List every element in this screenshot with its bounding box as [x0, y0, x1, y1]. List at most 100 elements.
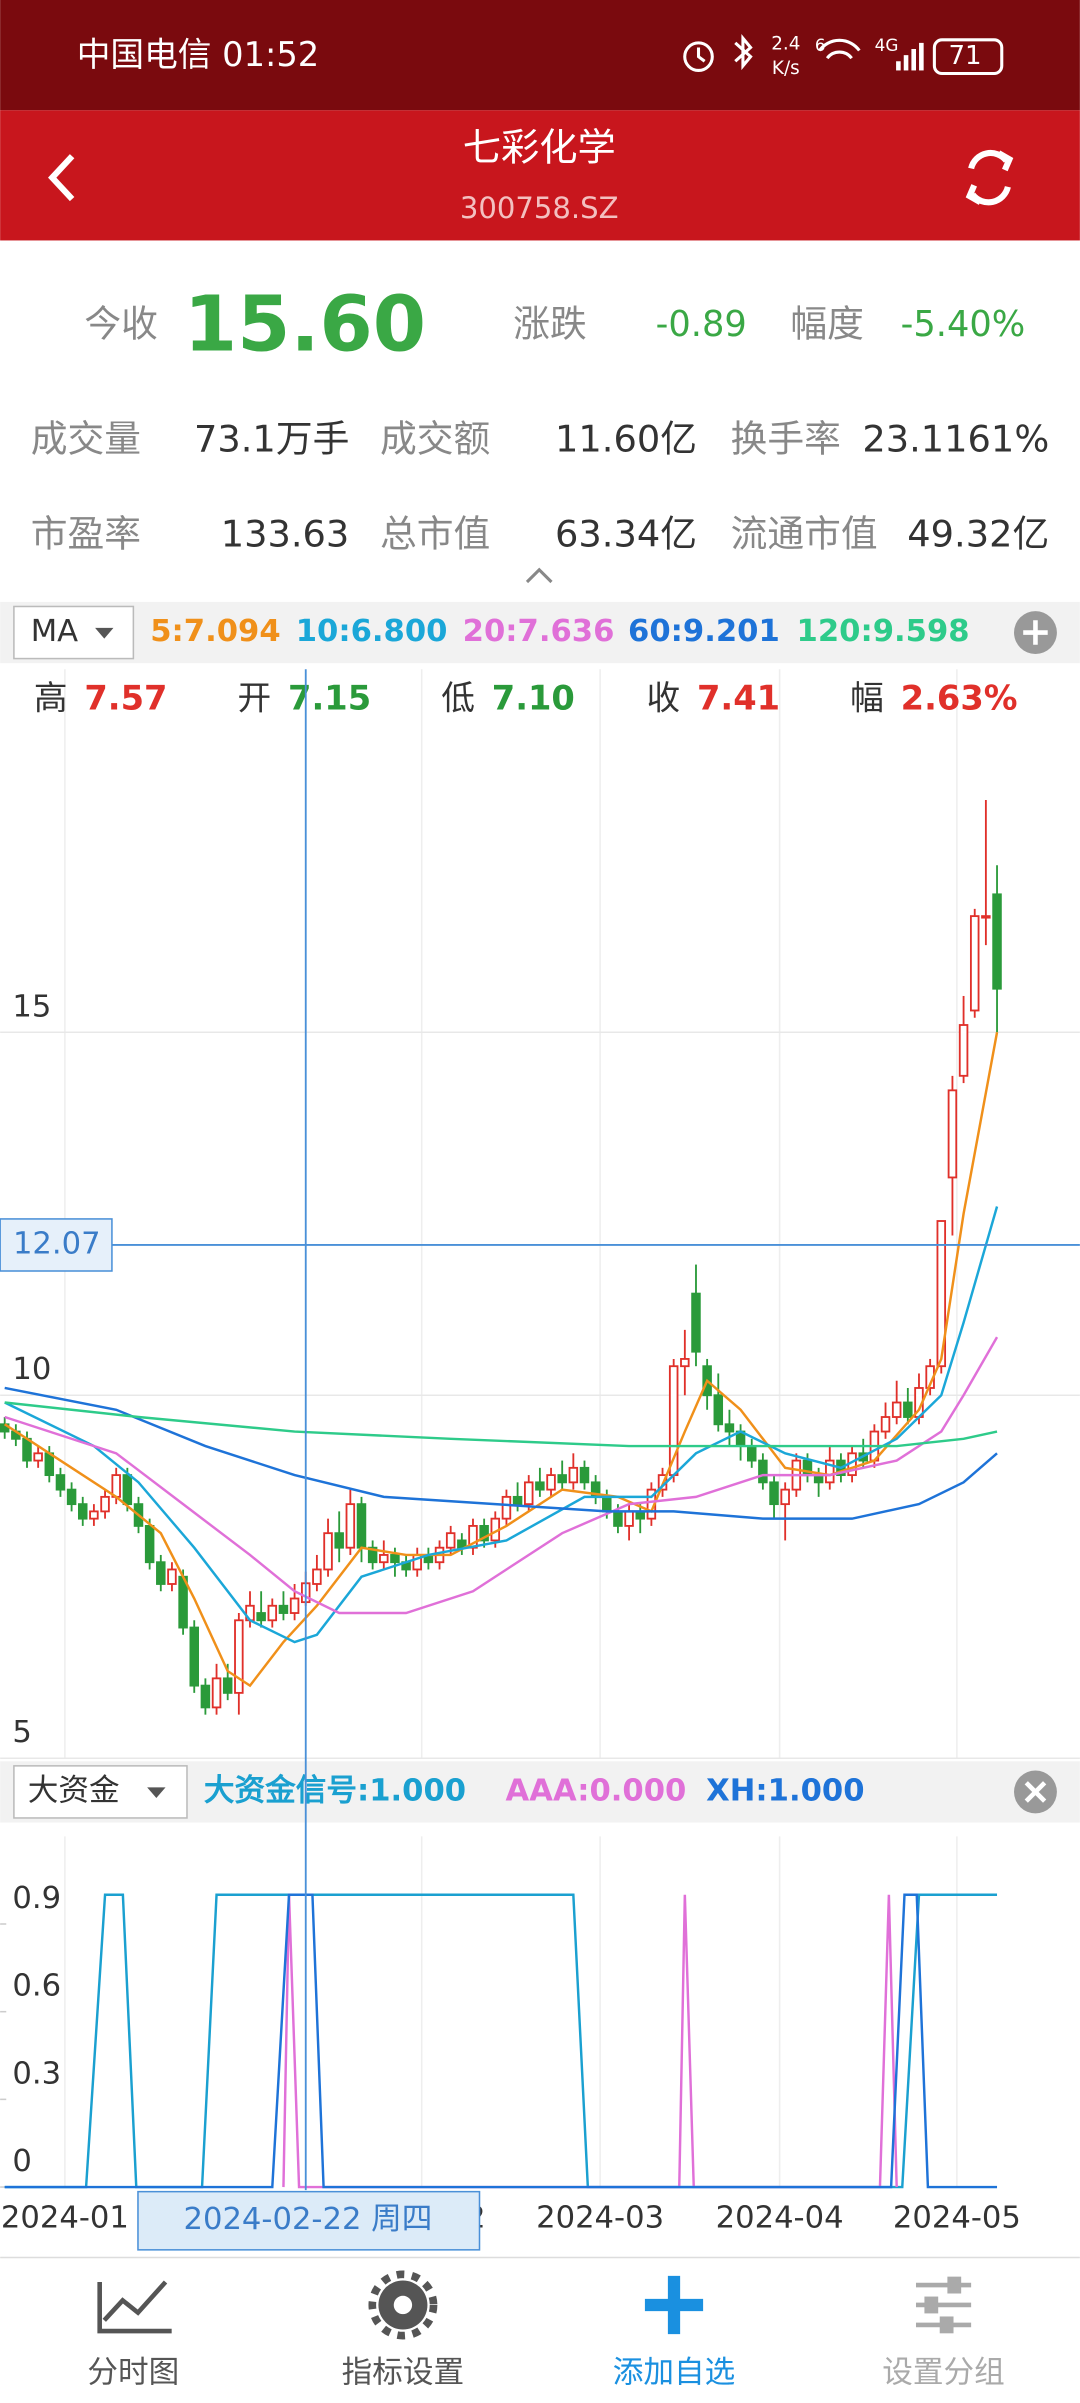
close-indicator[interactable]	[1014, 1770, 1057, 1814]
legend-entry: 大资金信号:1.000	[204, 1772, 466, 1808]
candle-body	[523, 1481, 534, 1506]
nav-label: 分时图	[87, 2355, 179, 2390]
stat-value: 49.32亿	[907, 513, 1049, 556]
candle-body	[100, 1495, 110, 1513]
ma-line	[4, 1336, 999, 1615]
nav-label: 添加自选	[613, 2355, 736, 2390]
back-button[interactable]	[48, 154, 75, 202]
crosshair-date-box	[137, 2190, 481, 2251]
dropdown-arrow	[95, 627, 114, 639]
candle-body	[602, 1495, 612, 1513]
candle-body	[367, 1546, 378, 1564]
change-label: 涨跌	[513, 303, 587, 346]
ma-line	[4, 1032, 999, 1688]
candle-body	[969, 915, 980, 1012]
candle-body	[680, 1358, 690, 1368]
add-indicator[interactable]	[1014, 611, 1057, 654]
ma-selector[interactable]	[13, 605, 135, 660]
indicator-selector-label: 大资金	[28, 1773, 120, 1808]
refresh-button[interactable]	[965, 149, 1014, 206]
y-tick-label: 15	[12, 989, 51, 1024]
candle-body	[256, 1612, 266, 1622]
candle-body	[769, 1481, 779, 1506]
nav-label: 设置分组	[882, 2355, 1005, 2390]
candle-body	[356, 1503, 367, 1549]
ohlc-value: 7.41	[697, 678, 780, 717]
candle-body	[44, 1452, 55, 1477]
candle-body	[535, 1481, 545, 1491]
candle-body	[825, 1459, 835, 1484]
candle-body	[958, 1024, 969, 1077]
nav-icon-gear[interactable]	[368, 2270, 438, 2340]
candle-body	[312, 1568, 322, 1585]
y-tick-label: 0	[12, 2144, 32, 2179]
candle-body	[111, 1474, 121, 1498]
candle-body	[379, 1554, 389, 1564]
ma-bar	[0, 601, 1080, 664]
stat-label: 换手率	[731, 418, 841, 461]
candle-body	[211, 1677, 222, 1709]
pct-value: -5.40%	[901, 304, 1026, 345]
status-bar	[0, 0, 1080, 111]
legend-entry: 20:7.636	[463, 614, 615, 649]
indicator-line	[4, 1893, 998, 2189]
stat-label: 流通市值	[731, 513, 878, 556]
ma-selector-label: MA	[31, 614, 78, 649]
crosshair-price: 12.07	[13, 1226, 101, 1261]
candle-body	[278, 1604, 289, 1614]
ohlc-label: 开	[238, 678, 272, 717]
close-price: 15.60	[184, 280, 426, 369]
candle-body	[613, 1510, 623, 1527]
candle-body	[758, 1459, 768, 1484]
nav-icon-chart[interactable]	[97, 2280, 172, 2334]
candle-body	[981, 915, 991, 919]
candle-body	[546, 1474, 556, 1491]
x-tick-label: 2024-04	[716, 2201, 844, 2236]
nav-icon-sliders[interactable]	[915, 2276, 972, 2334]
candle-body	[334, 1532, 344, 1549]
candle-body	[557, 1474, 567, 1484]
candle-body	[891, 1401, 902, 1418]
y-tick-label: 0.9	[12, 1881, 61, 1916]
candle-body	[579, 1466, 590, 1484]
network-type: 4G	[875, 35, 899, 55]
stat-value: 73.1万手	[194, 418, 349, 461]
candle-body	[947, 1089, 958, 1179]
candle-body	[501, 1495, 512, 1520]
candle-body	[89, 1510, 99, 1520]
carrier-time: 中国电信 01:52	[77, 35, 320, 74]
ma-line	[4, 1401, 998, 1448]
app-header	[0, 110, 1080, 241]
nav-icon-add[interactable]	[644, 2275, 704, 2335]
y-tick-label: 0.3	[12, 2056, 61, 2091]
legend-entry: 5:7.094	[150, 614, 280, 649]
candle-body	[55, 1474, 66, 1491]
candle-body	[323, 1532, 333, 1571]
candle-body	[936, 1220, 947, 1368]
candle-body	[880, 1416, 891, 1433]
collapse-caret[interactable]	[525, 567, 553, 584]
stat-value: 11.60亿	[555, 418, 697, 461]
battery: 71	[948, 41, 981, 71]
signal-bars	[896, 42, 924, 71]
y-tick-label: 0.6	[12, 1969, 61, 2004]
candle-body	[992, 893, 1002, 990]
candle-body	[624, 1510, 634, 1527]
change-value: -0.89	[656, 304, 747, 345]
candle-body	[222, 1677, 233, 1694]
candle-body	[78, 1503, 88, 1520]
candle-body	[691, 1292, 701, 1353]
indicator-line	[4, 1893, 998, 2189]
x-tick-label: 2024-03	[536, 2201, 664, 2236]
legend-entry: 10:6.800	[296, 614, 448, 649]
legend-entry: 120:9.598	[797, 614, 970, 649]
x-tick-label: 2024-01	[1, 2201, 129, 2236]
stat-label: 总市值	[380, 513, 490, 556]
candle-body	[234, 1619, 244, 1694]
ohlc-label: 高	[34, 678, 68, 717]
indicator-pane: 2024-012024-022024-032024-042024-0500.30…	[0, 1836, 1021, 2236]
net-speed: 2.4	[771, 33, 800, 54]
candle-body	[189, 1626, 199, 1687]
